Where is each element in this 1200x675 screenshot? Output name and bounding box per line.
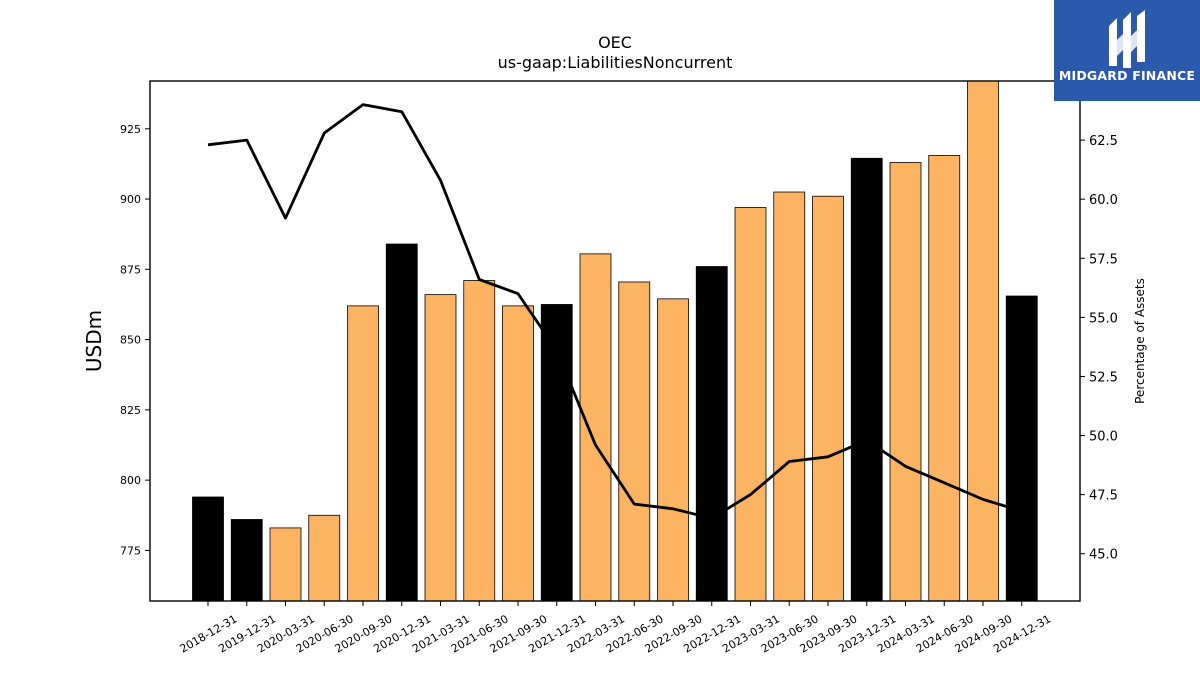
y-tick-label-925: 925 [120, 123, 141, 136]
y-tick-label-800: 800 [120, 474, 141, 487]
y-tick-label-900: 900 [120, 193, 141, 206]
bar-2022-12-31 [695, 266, 728, 602]
y2-tick-label-47.5: 47.5 [1089, 489, 1118, 504]
bar-2023-09-30 [812, 195, 844, 602]
y2-tick-label-45.0: 45.0 [1089, 548, 1118, 563]
y2-tick-label-62.5: 62.5 [1089, 134, 1118, 149]
y-axis-label: USDm [82, 310, 106, 372]
y-tick-label-775: 775 [120, 544, 141, 557]
y2-tick-label-60.0: 60.0 [1089, 193, 1118, 208]
bar-2023-03-31 [734, 207, 767, 602]
y-tick-label-875: 875 [120, 263, 141, 276]
bar-2022-03-31 [579, 253, 612, 602]
bar-2020-12-31 [385, 243, 418, 602]
bar-2020-06-30 [308, 514, 341, 602]
bar-2024-09-30 [967, 80, 999, 602]
percentage-line [207, 103, 1023, 520]
y-tick-label-850: 850 [120, 334, 141, 347]
chart-subtitle: us-gaap:LiabilitiesNoncurrent [498, 53, 733, 72]
bar-2024-12-31 [1005, 295, 1038, 602]
y2-tick-label-52.5: 52.5 [1089, 370, 1118, 385]
bar-2020-03-31 [269, 527, 302, 602]
bar-2021-09-30 [502, 305, 534, 602]
y2-axis-label: Percentage of Assets [1133, 278, 1147, 404]
bar-2022-09-30 [657, 298, 689, 602]
bar-2018-12-31 [192, 496, 224, 602]
y2-tick-label-57.5: 57.5 [1089, 252, 1118, 267]
bar-2024-03-31 [889, 162, 922, 602]
bar-2021-06-30 [463, 280, 496, 602]
y2-tick-label-55.0: 55.0 [1089, 311, 1118, 326]
bar-2022-06-30 [618, 281, 651, 602]
logo-text: MIDGARD FINANCE [1058, 68, 1196, 83]
midgard-logo-icon [1109, 10, 1145, 68]
bar-2021-03-31 [424, 294, 457, 602]
line-group [207, 103, 1023, 520]
bar-2019-12-31 [230, 519, 263, 602]
y-tick-label-825: 825 [120, 404, 141, 417]
bar-2023-12-31 [850, 157, 883, 602]
bar-2020-09-30 [347, 305, 379, 602]
bar-2024-06-30 [928, 155, 961, 602]
bars-group [192, 80, 1038, 602]
bar-2023-06-30 [773, 191, 806, 602]
y2-tick-label-50.0: 50.0 [1089, 430, 1118, 445]
midgard-finance-logo: MIDGARD FINANCE [1054, 0, 1200, 101]
plot-frame [149, 80, 1081, 602]
chart-title: OEC [598, 33, 632, 52]
